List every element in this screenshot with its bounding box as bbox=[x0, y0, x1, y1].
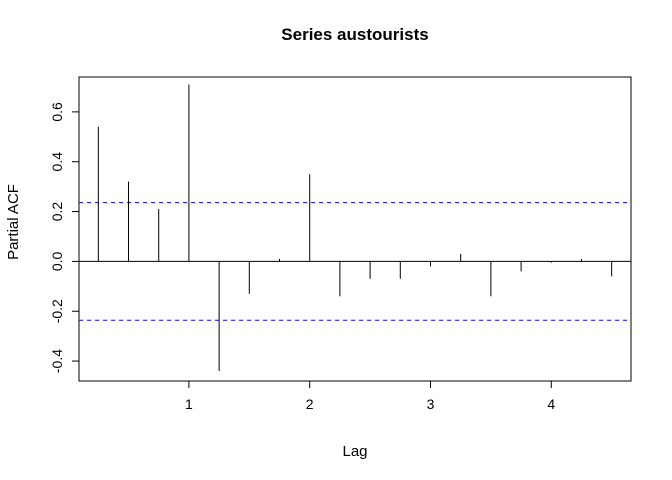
x-tick-label: 2 bbox=[306, 396, 314, 412]
y-tick-label: 0.4 bbox=[49, 152, 65, 172]
plot-frame bbox=[78, 76, 632, 382]
x-tick-label: 3 bbox=[427, 396, 435, 412]
y-tick-label: 0.0 bbox=[49, 251, 65, 271]
plot-marks: 1 2 3 4 -0.4 -0.2 0.0 0.2 0.4 0.6 bbox=[49, 84, 631, 412]
x-tick-label: 1 bbox=[185, 396, 193, 412]
y-axis-label: Partial ACF bbox=[5, 184, 22, 260]
y-tick-label: 0.6 bbox=[49, 102, 65, 122]
chart-title: Series austourists bbox=[281, 25, 428, 44]
y-tick-label: -0.2 bbox=[49, 299, 65, 323]
x-tick-label: 4 bbox=[547, 396, 555, 412]
x-axis-label: Lag bbox=[342, 443, 367, 460]
y-tick-label: 0.2 bbox=[49, 202, 65, 222]
y-tick-label: -0.4 bbox=[49, 349, 65, 373]
